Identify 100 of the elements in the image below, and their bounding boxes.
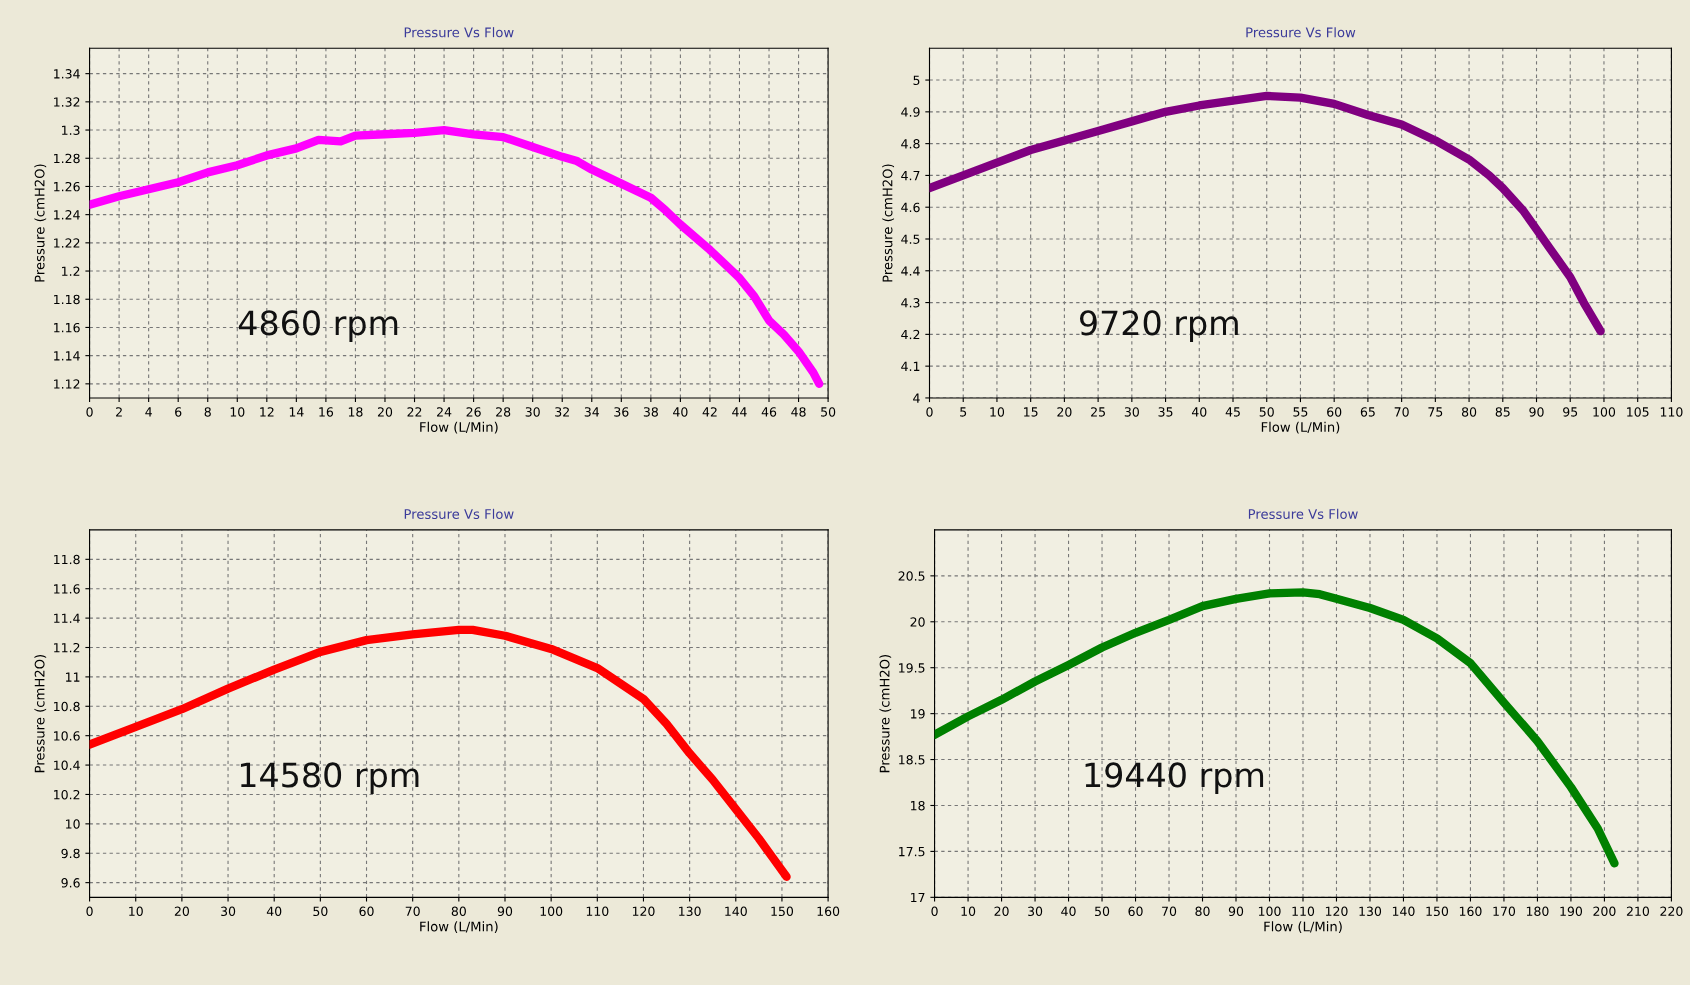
y-tick-label: 4.7 xyxy=(901,171,920,181)
x-tick-label: 160 xyxy=(1459,906,1482,917)
x-tick-label: 50 xyxy=(313,906,328,917)
x-tick-label: 110 xyxy=(586,906,609,917)
y-tick-label: 4.9 xyxy=(901,107,920,117)
x-tick-label: 80 xyxy=(1461,407,1477,417)
x-tick-label: 190 xyxy=(1560,906,1583,917)
x-tick-label: 70 xyxy=(1162,906,1177,917)
x-tick-label: 42 xyxy=(702,407,717,417)
x-tick-label: 30 xyxy=(1028,906,1043,917)
y-tick-label: 1.28 xyxy=(54,153,80,164)
x-tick-label: 38 xyxy=(643,407,658,417)
y-tick-label: 1.32 xyxy=(54,97,80,107)
x-tick-label: 36 xyxy=(614,407,629,417)
x-tick-label: 160 xyxy=(817,906,840,917)
x-tick-label: 30 xyxy=(221,906,236,917)
x-tick-label: 220 xyxy=(1660,906,1683,917)
x-axis-title: Flow (L/Min) xyxy=(420,421,498,434)
x-tick-label: 25 xyxy=(1091,407,1105,417)
y-tick-label: 10.2 xyxy=(54,789,80,800)
x-tick-label: 100 xyxy=(1593,407,1616,417)
x-tick-label: 40 xyxy=(673,407,688,417)
y-tick-label: 17.5 xyxy=(899,847,925,857)
x-tick-label: 10 xyxy=(990,407,1005,417)
x-tick-label: 0 xyxy=(86,906,93,917)
y-tick-label: 5 xyxy=(913,75,920,85)
y-axis-title: Pressure (cmH2O) xyxy=(879,654,892,773)
y-tick-label: 4.1 xyxy=(901,361,920,371)
x-tick-label: 20 xyxy=(994,906,1009,917)
y-tick-label: 17 xyxy=(911,892,925,903)
y-tick-label: 1.2 xyxy=(62,266,80,276)
x-tick-label: 28 xyxy=(496,407,511,417)
x-tick-label: 44 xyxy=(732,407,747,417)
x-tick-label: 10 xyxy=(129,906,143,917)
y-tick-label: 1.14 xyxy=(54,351,80,361)
annotation: 19440 rpm xyxy=(1085,762,1264,795)
x-tick-label: 150 xyxy=(1426,906,1449,917)
y-tick-label: 11.6 xyxy=(54,584,80,594)
chart-title: Pressure Vs Flow xyxy=(404,27,514,38)
x-tick-label: 40 xyxy=(1061,906,1076,917)
x-tick-label: 100 xyxy=(1258,906,1281,917)
x-tick-label: 130 xyxy=(679,906,701,917)
x-tick-label: 0 xyxy=(931,906,938,917)
x-tick-label: 50 xyxy=(1259,407,1274,417)
x-tick-label: 30 xyxy=(525,407,540,417)
y-tick-label: 10.6 xyxy=(54,731,80,741)
y-tick-label: 4.4 xyxy=(901,266,920,276)
x-tick-label: 20 xyxy=(377,407,393,417)
x-tick-label: 2 xyxy=(116,407,122,417)
x-axis-title: Flow (L/Min) xyxy=(420,921,498,933)
y-tick-label: 18.5 xyxy=(899,755,925,765)
x-tick-label: 30 xyxy=(1124,407,1139,417)
x-tick-label: 34 xyxy=(584,407,600,417)
y-tick-label: 1.12 xyxy=(54,379,80,389)
y-tick-label: 10.8 xyxy=(54,701,80,712)
x-tick-label: 150 xyxy=(771,906,794,917)
x-tick-label: 130 xyxy=(1359,906,1382,917)
x-tick-label: 50 xyxy=(821,407,836,417)
chart-title: Pressure Vs Flow xyxy=(1248,508,1358,520)
y-axis-title: Pressure (cmH2O) xyxy=(882,164,895,282)
y-tick-label: 1.18 xyxy=(54,294,80,305)
y-tick-label: 4.2 xyxy=(901,329,920,340)
x-tick-label: 180 xyxy=(1526,906,1549,917)
x-tick-label: 12 xyxy=(260,407,274,417)
x-tick-label: 90 xyxy=(1228,906,1244,917)
chart-title: Pressure Vs Flow xyxy=(1246,27,1356,38)
x-tick-label: 6 xyxy=(175,407,182,417)
y-tick-label: 1.3 xyxy=(62,125,80,135)
y-axis-title: Pressure (cmH2O) xyxy=(34,654,47,773)
y-tick-label: 9.6 xyxy=(61,878,80,888)
x-tick-label: 110 xyxy=(1292,906,1315,917)
x-tick-label: 60 xyxy=(359,906,374,917)
chart-title: Pressure Vs Flow xyxy=(404,508,514,520)
x-tick-label: 48 xyxy=(791,407,806,417)
y-tick-label: 11.2 xyxy=(54,642,80,653)
x-tick-label: 14 xyxy=(289,407,304,417)
x-tick-label: 70 xyxy=(1394,407,1409,417)
annotation: 9720 rpm xyxy=(1079,310,1238,342)
x-tick-label: 90 xyxy=(497,906,513,917)
x-tick-label: 20 xyxy=(174,906,190,917)
x-tick-label: 70 xyxy=(405,906,420,917)
x-tick-label: 120 xyxy=(1325,906,1348,917)
x-tick-label: 20 xyxy=(1057,407,1072,417)
y-axis-title: Pressure (cmH2O) xyxy=(34,164,47,282)
x-tick-label: 15 xyxy=(1024,407,1038,417)
x-tick-label: 75 xyxy=(1428,407,1443,417)
y-tick-label: 9.8 xyxy=(61,848,80,859)
y-tick-label: 1.22 xyxy=(54,238,80,248)
x-tick-label: 40 xyxy=(1191,407,1207,417)
x-tick-label: 100 xyxy=(540,906,563,917)
y-tick-label: 4.8 xyxy=(901,139,920,149)
x-tick-label: 170 xyxy=(1493,906,1516,917)
y-tick-label: 4 xyxy=(913,393,920,403)
x-tick-label: 60 xyxy=(1327,407,1342,417)
y-tick-label: 19 xyxy=(911,709,925,719)
x-tick-label: 60 xyxy=(1128,906,1143,917)
x-tick-label: 50 xyxy=(1095,906,1110,917)
x-tick-label: 140 xyxy=(1392,906,1415,917)
x-tick-label: 32 xyxy=(555,407,569,417)
annotation: 4860 rpm xyxy=(238,310,398,342)
